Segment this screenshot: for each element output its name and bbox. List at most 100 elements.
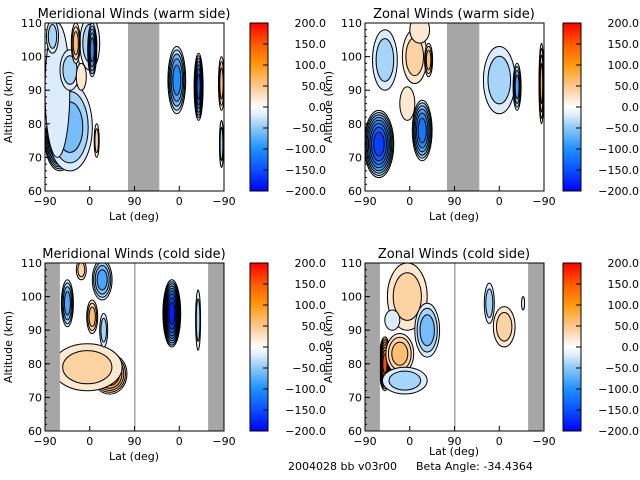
y-tick-label: 110 bbox=[21, 17, 42, 30]
negative-wind-cell bbox=[512, 62, 522, 111]
x-tick-label: −90 bbox=[212, 435, 235, 448]
negative-wind-cell bbox=[162, 279, 182, 348]
colorbar-tick-label: 200.0 bbox=[295, 17, 327, 30]
y-axis-label: Altitude (km) bbox=[322, 311, 335, 383]
contour-level bbox=[392, 272, 422, 321]
negative-wind-cell bbox=[195, 289, 202, 351]
contour-level bbox=[487, 55, 512, 105]
axes: 60 70 80 90 100 110 −90 0 90 0 −90 bbox=[341, 257, 556, 448]
colorbar: 200.0 150.0 100.0 50.0 0.0 −50.0 −100.0 −150.0 −… bbox=[562, 257, 640, 438]
contour-level bbox=[195, 298, 201, 343]
negative-wind-cell bbox=[46, 23, 59, 54]
x-tick-label: 0 bbox=[406, 195, 413, 208]
colorbar-tick-label: −150.0 bbox=[598, 164, 639, 177]
x-axis-label: Lat (deg) bbox=[429, 210, 479, 223]
no-data-band bbox=[128, 23, 160, 191]
y-tick-label: 70 bbox=[28, 151, 42, 164]
colorbar-tick-label: 50.0 bbox=[302, 80, 327, 93]
contour-level bbox=[514, 74, 520, 100]
colorbar-tick-label: −50.0 bbox=[292, 122, 326, 135]
negative-wind-cell bbox=[411, 99, 433, 162]
contour-level bbox=[391, 341, 409, 366]
y-tick-label: 60 bbox=[28, 425, 42, 438]
axes: 60 70 80 90 100 110 −90 0 90 0 −90 bbox=[21, 257, 236, 448]
y-tick-label: 90 bbox=[28, 324, 42, 337]
contour-level bbox=[425, 49, 432, 71]
colorbar-tick-label: 150.0 bbox=[295, 38, 327, 51]
x-tick-label: 0 bbox=[496, 435, 503, 448]
y-tick-label: 60 bbox=[348, 425, 362, 438]
contour-level bbox=[388, 370, 422, 391]
no-data-band bbox=[365, 263, 380, 431]
contour-level bbox=[94, 128, 99, 154]
colorbar-tick-label: −200.0 bbox=[285, 425, 326, 438]
negative-wind-cell bbox=[99, 312, 109, 348]
positive-wind-cell bbox=[52, 343, 123, 392]
contour-level bbox=[96, 269, 108, 291]
contour-level bbox=[375, 38, 395, 82]
negative-wind-cell bbox=[384, 309, 401, 331]
no-data-band bbox=[447, 23, 480, 191]
contour-level bbox=[417, 117, 427, 144]
colorbar-tick-label: −150.0 bbox=[285, 164, 326, 177]
chart-title: Zonal Winds (warm side) bbox=[373, 7, 535, 22]
y-tick-label: 80 bbox=[28, 118, 42, 131]
contour-level bbox=[521, 296, 526, 311]
colorbar: 200.0 150.0 100.0 50.0 0.0 −50.0 −100.0 −150.0 −… bbox=[562, 17, 640, 198]
x-tick-label: 90 bbox=[128, 435, 142, 448]
y-tick-label: 70 bbox=[348, 151, 362, 164]
contour-level bbox=[62, 350, 113, 385]
colorbar-tick-label: −150.0 bbox=[285, 404, 326, 417]
x-tick-label: 0 bbox=[86, 195, 93, 208]
positive-wind-cell bbox=[538, 42, 544, 125]
no-data-band bbox=[454, 263, 456, 431]
plot-area bbox=[45, 263, 224, 431]
y-tick-label: 90 bbox=[348, 324, 362, 337]
colorbar-tick-label: 100.0 bbox=[608, 59, 640, 72]
y-tick-label: 110 bbox=[21, 257, 42, 270]
chart-title: Meridional Winds (cold side) bbox=[42, 247, 225, 262]
positive-wind-cell bbox=[86, 299, 99, 335]
negative-wind-cell bbox=[482, 46, 516, 115]
x-tick-label: −90 bbox=[353, 435, 376, 448]
axes: 60 70 80 90 100 110 −90 0 90 0 −90 bbox=[341, 17, 556, 208]
negative-wind-cell bbox=[381, 366, 428, 395]
x-tick-label: −90 bbox=[33, 435, 56, 448]
plot-area bbox=[45, 23, 224, 191]
y-tick-label: 90 bbox=[348, 84, 362, 97]
plot-area bbox=[365, 23, 544, 191]
colorbar-tick-label: −100.0 bbox=[598, 143, 639, 156]
colorbar-tick-label: −50.0 bbox=[605, 362, 639, 375]
y-tick-label: 100 bbox=[341, 291, 362, 304]
x-tick-label: 0 bbox=[176, 195, 183, 208]
contour-level bbox=[219, 67, 224, 100]
colorbar-tick-label: −50.0 bbox=[292, 362, 326, 375]
no-data-band bbox=[528, 263, 544, 431]
footer-orbit-id: 2004028 bb v03r00 bbox=[288, 460, 397, 473]
negative-wind-cell bbox=[365, 109, 395, 179]
positive-wind-cell bbox=[75, 62, 87, 91]
y-tick-label: 90 bbox=[28, 84, 42, 97]
colorbar-tick-label: 100.0 bbox=[295, 59, 327, 72]
contour-level bbox=[47, 24, 58, 49]
panel-zonal-warm: Zonal Winds (warm side) 60 70 80 90 100 110 −9… bbox=[322, 7, 639, 223]
colorbar-tick-label: −100.0 bbox=[285, 383, 326, 396]
negative-wind-cell bbox=[60, 279, 74, 328]
colorbar-tick-label: −50.0 bbox=[605, 122, 639, 135]
colorbar-tick-label: −150.0 bbox=[598, 404, 639, 417]
colorbar-tick-label: 100.0 bbox=[608, 299, 640, 312]
y-axis-label: Altitude (km) bbox=[322, 71, 335, 143]
x-tick-label: −90 bbox=[532, 195, 555, 208]
y-tick-label: 60 bbox=[28, 185, 42, 198]
colorbar-tick-label: 0.0 bbox=[309, 101, 327, 114]
y-tick-label: 70 bbox=[28, 391, 42, 404]
no-data-band bbox=[208, 263, 224, 431]
x-axis-label: Lat (deg) bbox=[109, 210, 159, 223]
colorbar-tick-label: 150.0 bbox=[608, 278, 640, 291]
colorbar-tick-label: 50.0 bbox=[302, 320, 327, 333]
x-tick-label: −90 bbox=[532, 435, 555, 448]
negative-wind-cell bbox=[414, 302, 441, 358]
colorbar-tick-label: −200.0 bbox=[598, 185, 639, 198]
x-tick-label: 90 bbox=[448, 435, 462, 448]
